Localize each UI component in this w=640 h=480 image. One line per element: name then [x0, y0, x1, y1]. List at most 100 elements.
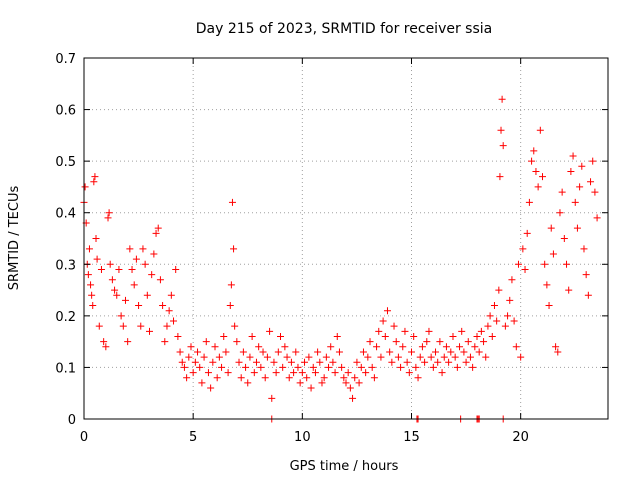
data-point: [220, 332, 228, 340]
data-point: [213, 374, 221, 382]
data-point: [106, 260, 114, 268]
data-point: [497, 126, 505, 134]
chart-title: Day 215 of 2023, SRMTID for receiver ssi…: [196, 21, 492, 37]
data-point: [563, 260, 571, 268]
data-point: [477, 327, 485, 335]
x-axis-label: GPS time / hours: [290, 459, 399, 474]
data-point: [318, 379, 326, 387]
data-point: [178, 358, 186, 366]
data-point: [154, 224, 162, 232]
data-point: [539, 173, 546, 181]
data-point: [589, 157, 597, 165]
y-tick-label: 0.2: [55, 310, 76, 325]
y-tick-label: 0.6: [55, 104, 76, 119]
data-point: [218, 363, 226, 371]
data-point: [248, 332, 256, 340]
data-point: [587, 178, 595, 186]
data-point: [364, 353, 372, 361]
data-point: [386, 348, 394, 356]
data-point: [429, 363, 437, 371]
data-point: [495, 286, 503, 294]
data-point: [593, 214, 601, 222]
data-point: [88, 291, 96, 299]
data-point: [325, 363, 333, 371]
data-point: [340, 374, 348, 382]
data-point: [292, 348, 300, 356]
data-point: [191, 358, 199, 366]
data-point: [235, 358, 243, 366]
data-point: [261, 374, 269, 382]
data-point: [401, 327, 409, 335]
x-tick-label: 0: [80, 430, 88, 445]
data-point: [521, 265, 529, 273]
data-point: [227, 281, 235, 289]
data-point: [471, 343, 479, 351]
data-point: [370, 374, 378, 382]
data-point: [379, 317, 387, 325]
data-point: [117, 312, 125, 320]
data-point: [231, 322, 239, 330]
data-point: [202, 338, 210, 346]
x-tick-label: 5: [189, 430, 197, 445]
data-point: [408, 348, 415, 356]
data-point: [316, 358, 324, 366]
data-point: [274, 348, 282, 356]
data-point: [543, 281, 551, 289]
data-point: [167, 291, 175, 299]
data-point: [333, 332, 341, 340]
data-point: [383, 307, 391, 315]
data-point: [573, 224, 581, 232]
data-point: [506, 296, 514, 304]
data-point: [353, 358, 361, 366]
data-point: [412, 363, 420, 371]
data-point: [418, 343, 426, 351]
data-point: [211, 343, 219, 351]
y-tick-label: 0.7: [55, 52, 76, 67]
data-point: [121, 296, 129, 304]
data-point: [135, 302, 143, 310]
data-point: [475, 348, 483, 356]
data-point: [215, 353, 223, 361]
data-point: [591, 188, 599, 196]
data-point: [488, 332, 496, 340]
data-point: [423, 338, 431, 346]
data-point: [460, 348, 468, 356]
data-point: [237, 374, 245, 382]
data-point: [456, 343, 464, 351]
data-point: [126, 245, 134, 253]
data-point: [132, 255, 140, 263]
data-point: [87, 281, 95, 289]
data-point: [161, 338, 169, 346]
data-point: [242, 363, 250, 371]
data-point: [362, 369, 370, 377]
x-tick-label: 20: [512, 430, 529, 445]
data-point: [357, 363, 365, 371]
data-point: [84, 271, 92, 279]
data-point: [565, 286, 573, 294]
data-point: [519, 245, 527, 253]
data-point: [143, 291, 151, 299]
data-points: [80, 95, 601, 423]
data-point: [108, 276, 116, 284]
data-point: [403, 358, 411, 366]
data-point: [331, 369, 339, 377]
data-point: [373, 343, 381, 351]
data-point: [545, 302, 553, 310]
data-point: [187, 343, 195, 351]
data-point: [200, 353, 208, 361]
data-point: [152, 229, 160, 237]
data-point: [285, 374, 293, 382]
data-point: [298, 369, 306, 377]
data-point: [266, 327, 274, 335]
data-point: [290, 369, 298, 377]
data-point: [252, 358, 260, 366]
data-point: [447, 348, 455, 356]
y-axis-label: SRMTID / TECUs: [7, 186, 22, 291]
data-point: [185, 353, 193, 361]
data-point: [100, 338, 108, 346]
y-tick-label: 0.3: [55, 258, 76, 273]
data-point: [536, 126, 544, 134]
data-point: [139, 245, 147, 253]
data-point: [375, 327, 383, 335]
